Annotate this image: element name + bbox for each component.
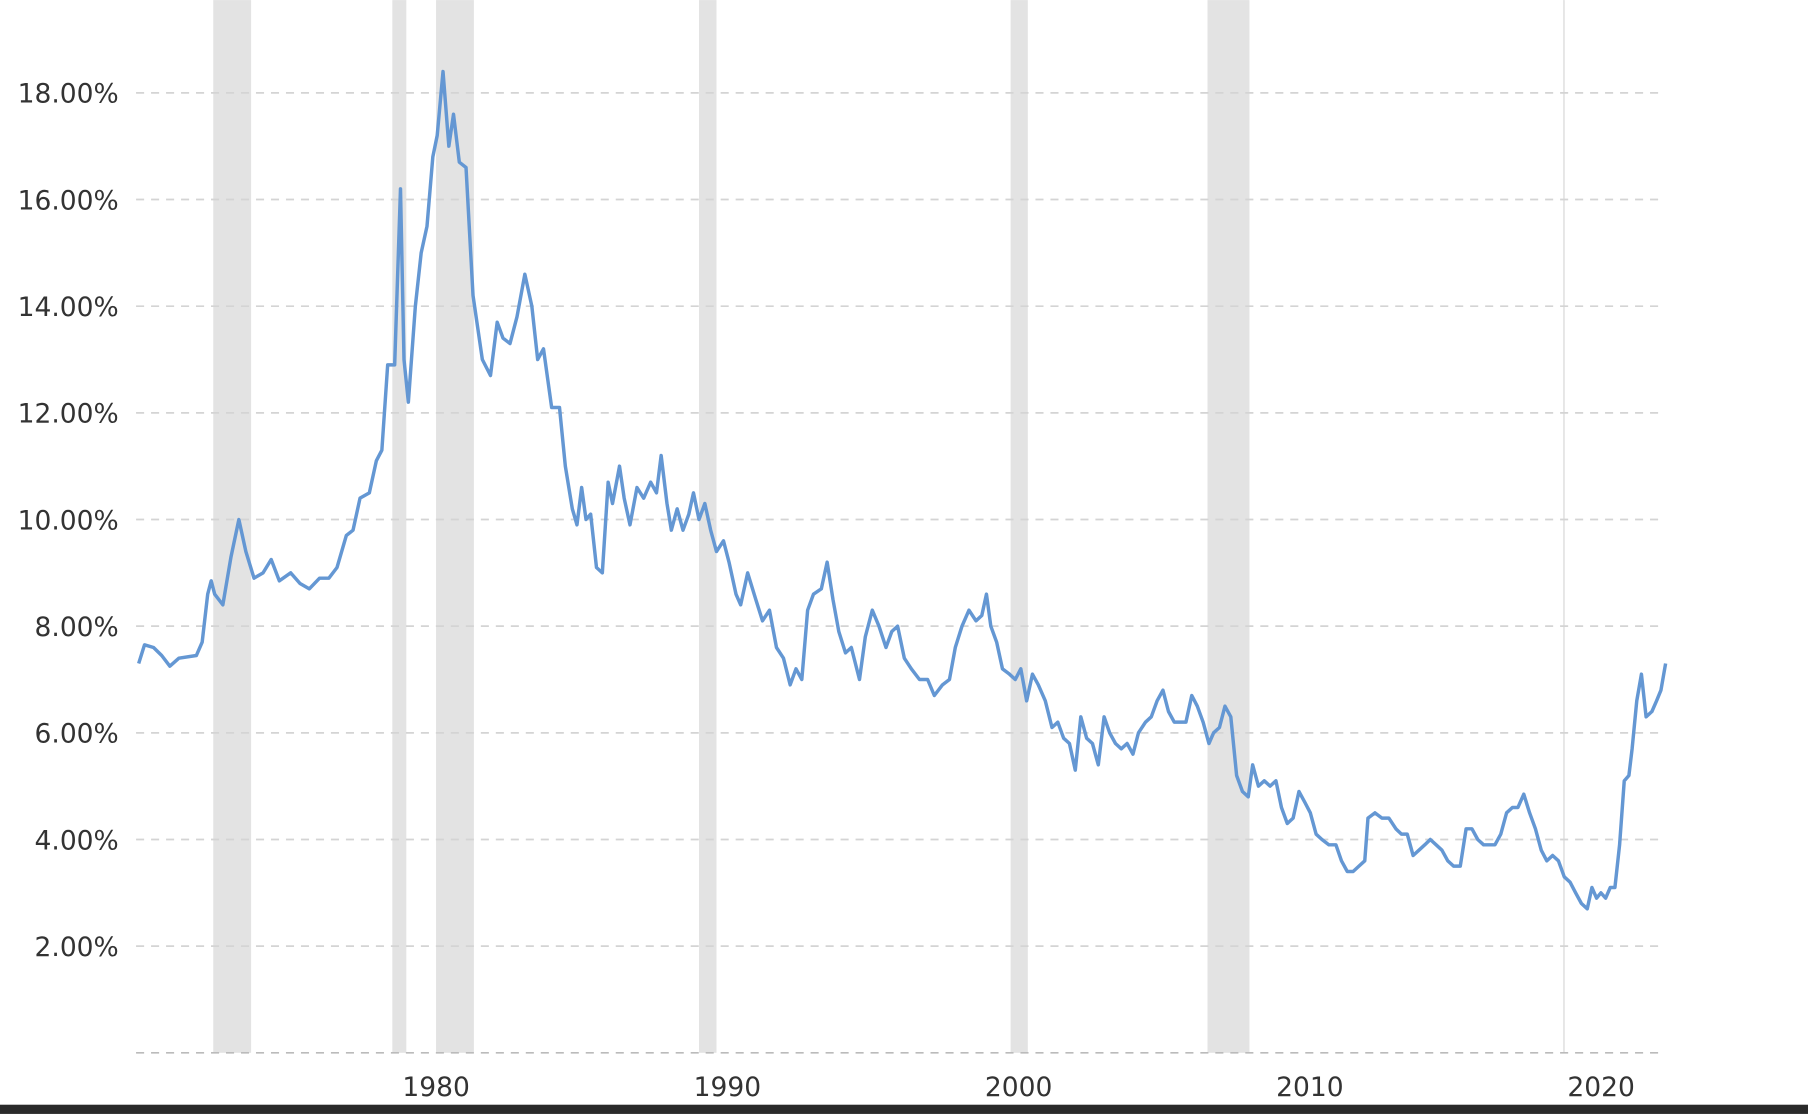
y-tick-label: 14.00% [18,292,119,323]
recession-band [1563,0,1565,1053]
x-tick-label: 1990 [694,1072,761,1103]
recession-band [1010,0,1028,1053]
recession-band [699,0,717,1053]
y-tick-label: 10.00% [18,505,119,536]
y-tick-label: 2.00% [35,932,119,963]
y-tick-label: 6.00% [35,719,119,750]
recession-band [392,0,407,1053]
bottom-bar [0,1104,1808,1114]
recession-band [1207,0,1250,1053]
y-tick-label: 4.00% [35,825,119,856]
y-tick-label: 12.00% [18,399,119,430]
x-tick-label: 2020 [1567,1072,1634,1103]
data-line [137,69,1668,911]
y-tick-label: 18.00% [18,79,119,110]
plot [137,69,1668,911]
recession-band [436,0,474,1053]
y-tick-label: 8.00% [35,612,119,643]
x-tick-label: 2000 [985,1072,1052,1103]
shaded-periods [213,0,1565,1053]
y-tick-label: 16.00% [18,185,119,216]
x-tick-label: 1980 [402,1072,469,1103]
recession-band [213,0,252,1053]
x-tick-label: 2010 [1276,1072,1343,1103]
tick-labels: 2.00% 4.00% 6.00% 8.00% 10.00% 12.00% 14.00% 16… [18,79,1635,1103]
